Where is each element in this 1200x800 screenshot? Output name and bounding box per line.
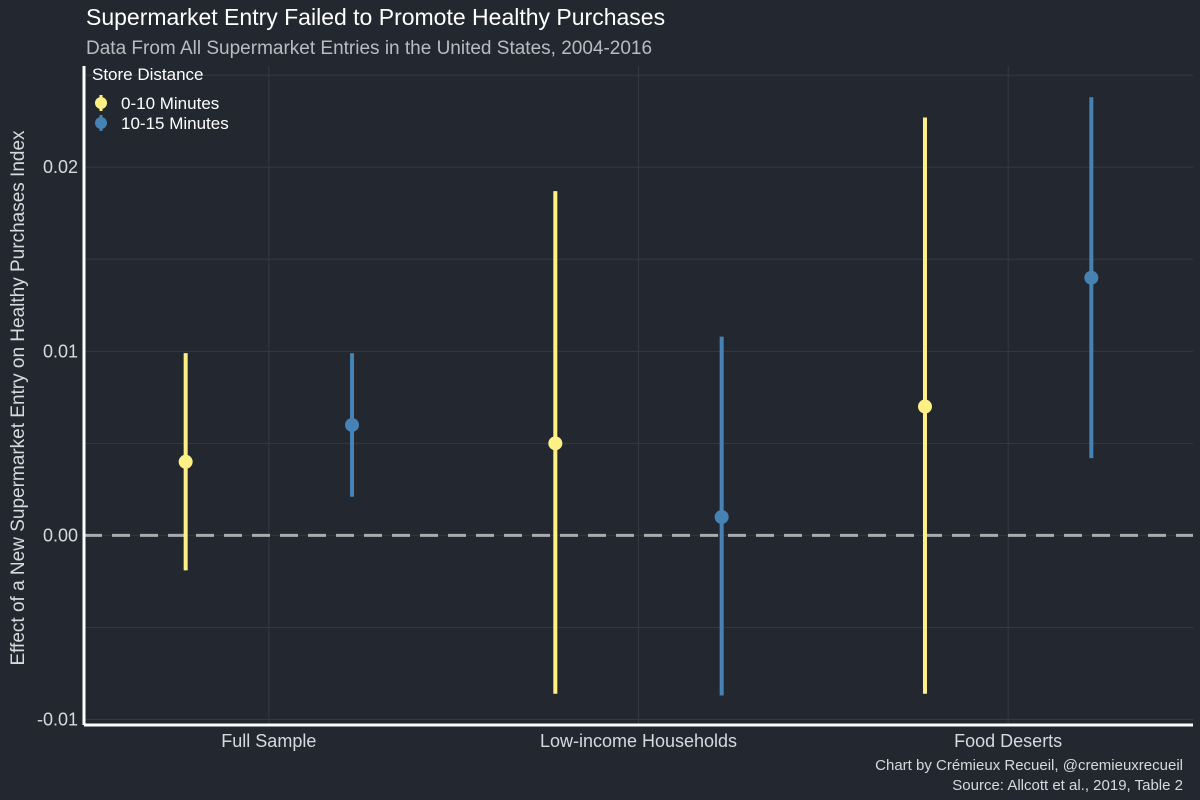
gridlines <box>84 66 1193 725</box>
data-marks <box>178 97 1099 696</box>
caption-credit: Chart by Crémieux Recueil, @cremieuxrecu… <box>875 757 1183 774</box>
legend-title: Store Distance <box>92 65 204 84</box>
point-full-sample-series-0 <box>178 454 193 469</box>
point-full-sample-series-1 <box>345 417 360 432</box>
y-axis-title: Effect of a New Supermarket Entry on Hea… <box>8 130 29 666</box>
legend-label-1: 10-15 Minutes <box>121 114 229 133</box>
y-tick-label: 0.02 <box>43 157 78 177</box>
chart-title: Supermarket Entry Failed to Promote Heal… <box>86 4 665 30</box>
point-food-deserts-series-1 <box>1084 270 1099 285</box>
point-low-income-households-series-1 <box>714 509 729 524</box>
point-low-income-households-series-0 <box>548 436 563 451</box>
caption-source: Source: Allcott et al., 2019, Table 2 <box>952 777 1183 794</box>
x-tick-label: Full Sample <box>221 731 316 751</box>
point-food-deserts-series-0 <box>917 399 932 414</box>
legend-label-0: 0-10 Minutes <box>121 94 219 113</box>
x-tick-label: Food Deserts <box>954 731 1062 751</box>
y-tick-label: -0.01 <box>37 709 78 729</box>
y-tick-label: 0.00 <box>43 525 78 545</box>
axes: -0.01 0.00 0.01 0.02 Full Sample Low-income H… <box>37 66 1193 751</box>
y-tick-label: 0.01 <box>43 341 78 361</box>
x-tick-label: Low-income Households <box>540 731 737 751</box>
legend-key-point-1 <box>95 117 107 129</box>
chart-subtitle: Data From All Supermarket Entries in the… <box>86 38 652 59</box>
legend-key-point-0 <box>95 97 107 109</box>
